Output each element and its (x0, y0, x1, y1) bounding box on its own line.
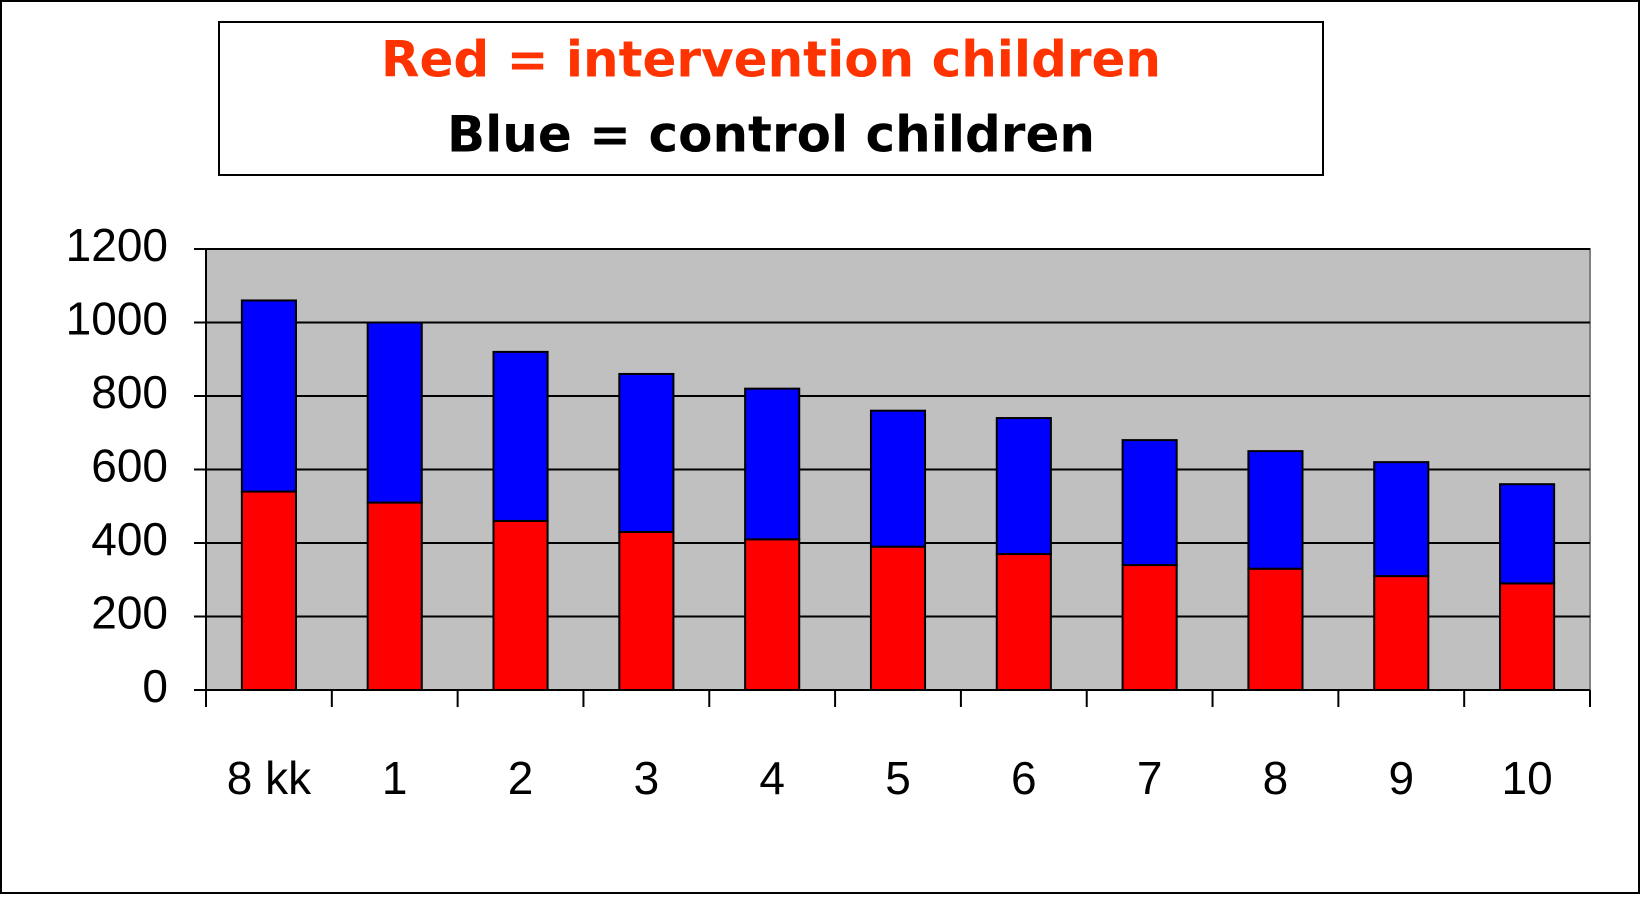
x-tick-label: 1 (382, 752, 408, 804)
x-tick-label: 2 (508, 752, 534, 804)
y-tick-label: 1000 (66, 293, 168, 345)
bar-segment (618, 530, 675, 691)
x-tick-label: 8 kk (227, 752, 312, 804)
bar-segment (366, 501, 423, 692)
bar-segment (618, 372, 675, 533)
bar-segment (366, 321, 423, 504)
bar-segment (1373, 575, 1430, 692)
bar-segment (1247, 567, 1304, 691)
bar-segment (240, 299, 297, 493)
legend-entry: Red = intervention children (381, 31, 1161, 89)
bar-segment (995, 417, 1052, 556)
y-tick-label: 400 (91, 513, 168, 565)
bar-segment (869, 545, 927, 691)
y-tick-label: 600 (91, 440, 168, 492)
bar-segment (744, 538, 801, 692)
bar-segment (995, 553, 1052, 692)
bar-segment (869, 409, 927, 548)
x-tick-label: 5 (885, 752, 911, 804)
bar-segment (1247, 450, 1304, 570)
x-tick-label: 3 (634, 752, 660, 804)
bar-segment (1499, 582, 1556, 691)
x-tick-label: 8 (1263, 752, 1289, 804)
bar-segment (1499, 483, 1556, 585)
bar-segment (1121, 564, 1178, 691)
bar-segment (1373, 461, 1430, 578)
legend-box (218, 21, 1324, 176)
y-tick-label: 800 (91, 366, 168, 418)
y-tick-label: 1200 (66, 219, 168, 271)
bar-segment (1121, 439, 1178, 567)
y-tick-label: 200 (91, 587, 168, 639)
bar-segment (240, 490, 297, 691)
x-tick-label: 10 (1502, 752, 1553, 804)
x-tick-label: 7 (1137, 752, 1163, 804)
bar-segment (492, 519, 549, 692)
x-tick-label: 4 (759, 752, 785, 804)
x-tick-label: 6 (1011, 752, 1037, 804)
legend-entry: Blue = control children (447, 106, 1095, 164)
bar-segment (492, 350, 549, 522)
y-tick-label: 0 (142, 660, 168, 712)
x-tick-label: 9 (1388, 752, 1414, 804)
bar-segment (744, 387, 801, 541)
